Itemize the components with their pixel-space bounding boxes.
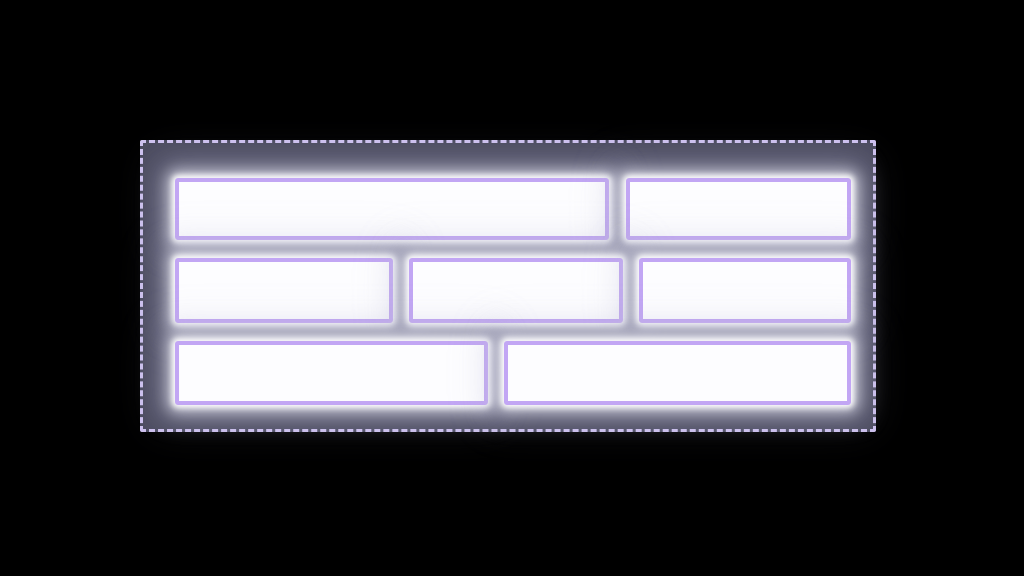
row-3 <box>143 341 873 405</box>
brick-2-3[interactable] <box>639 258 851 323</box>
brick-2-1[interactable] <box>175 258 393 323</box>
brick-3-1[interactable] <box>175 341 488 405</box>
brick-3-2[interactable] <box>504 341 851 405</box>
brick-2-2[interactable] <box>409 258 623 323</box>
row-2 <box>143 258 873 323</box>
brick-1-1[interactable] <box>175 178 609 240</box>
brick-1-2[interactable] <box>626 178 851 240</box>
row-1 <box>143 178 873 240</box>
brick-wall-container <box>140 140 876 432</box>
